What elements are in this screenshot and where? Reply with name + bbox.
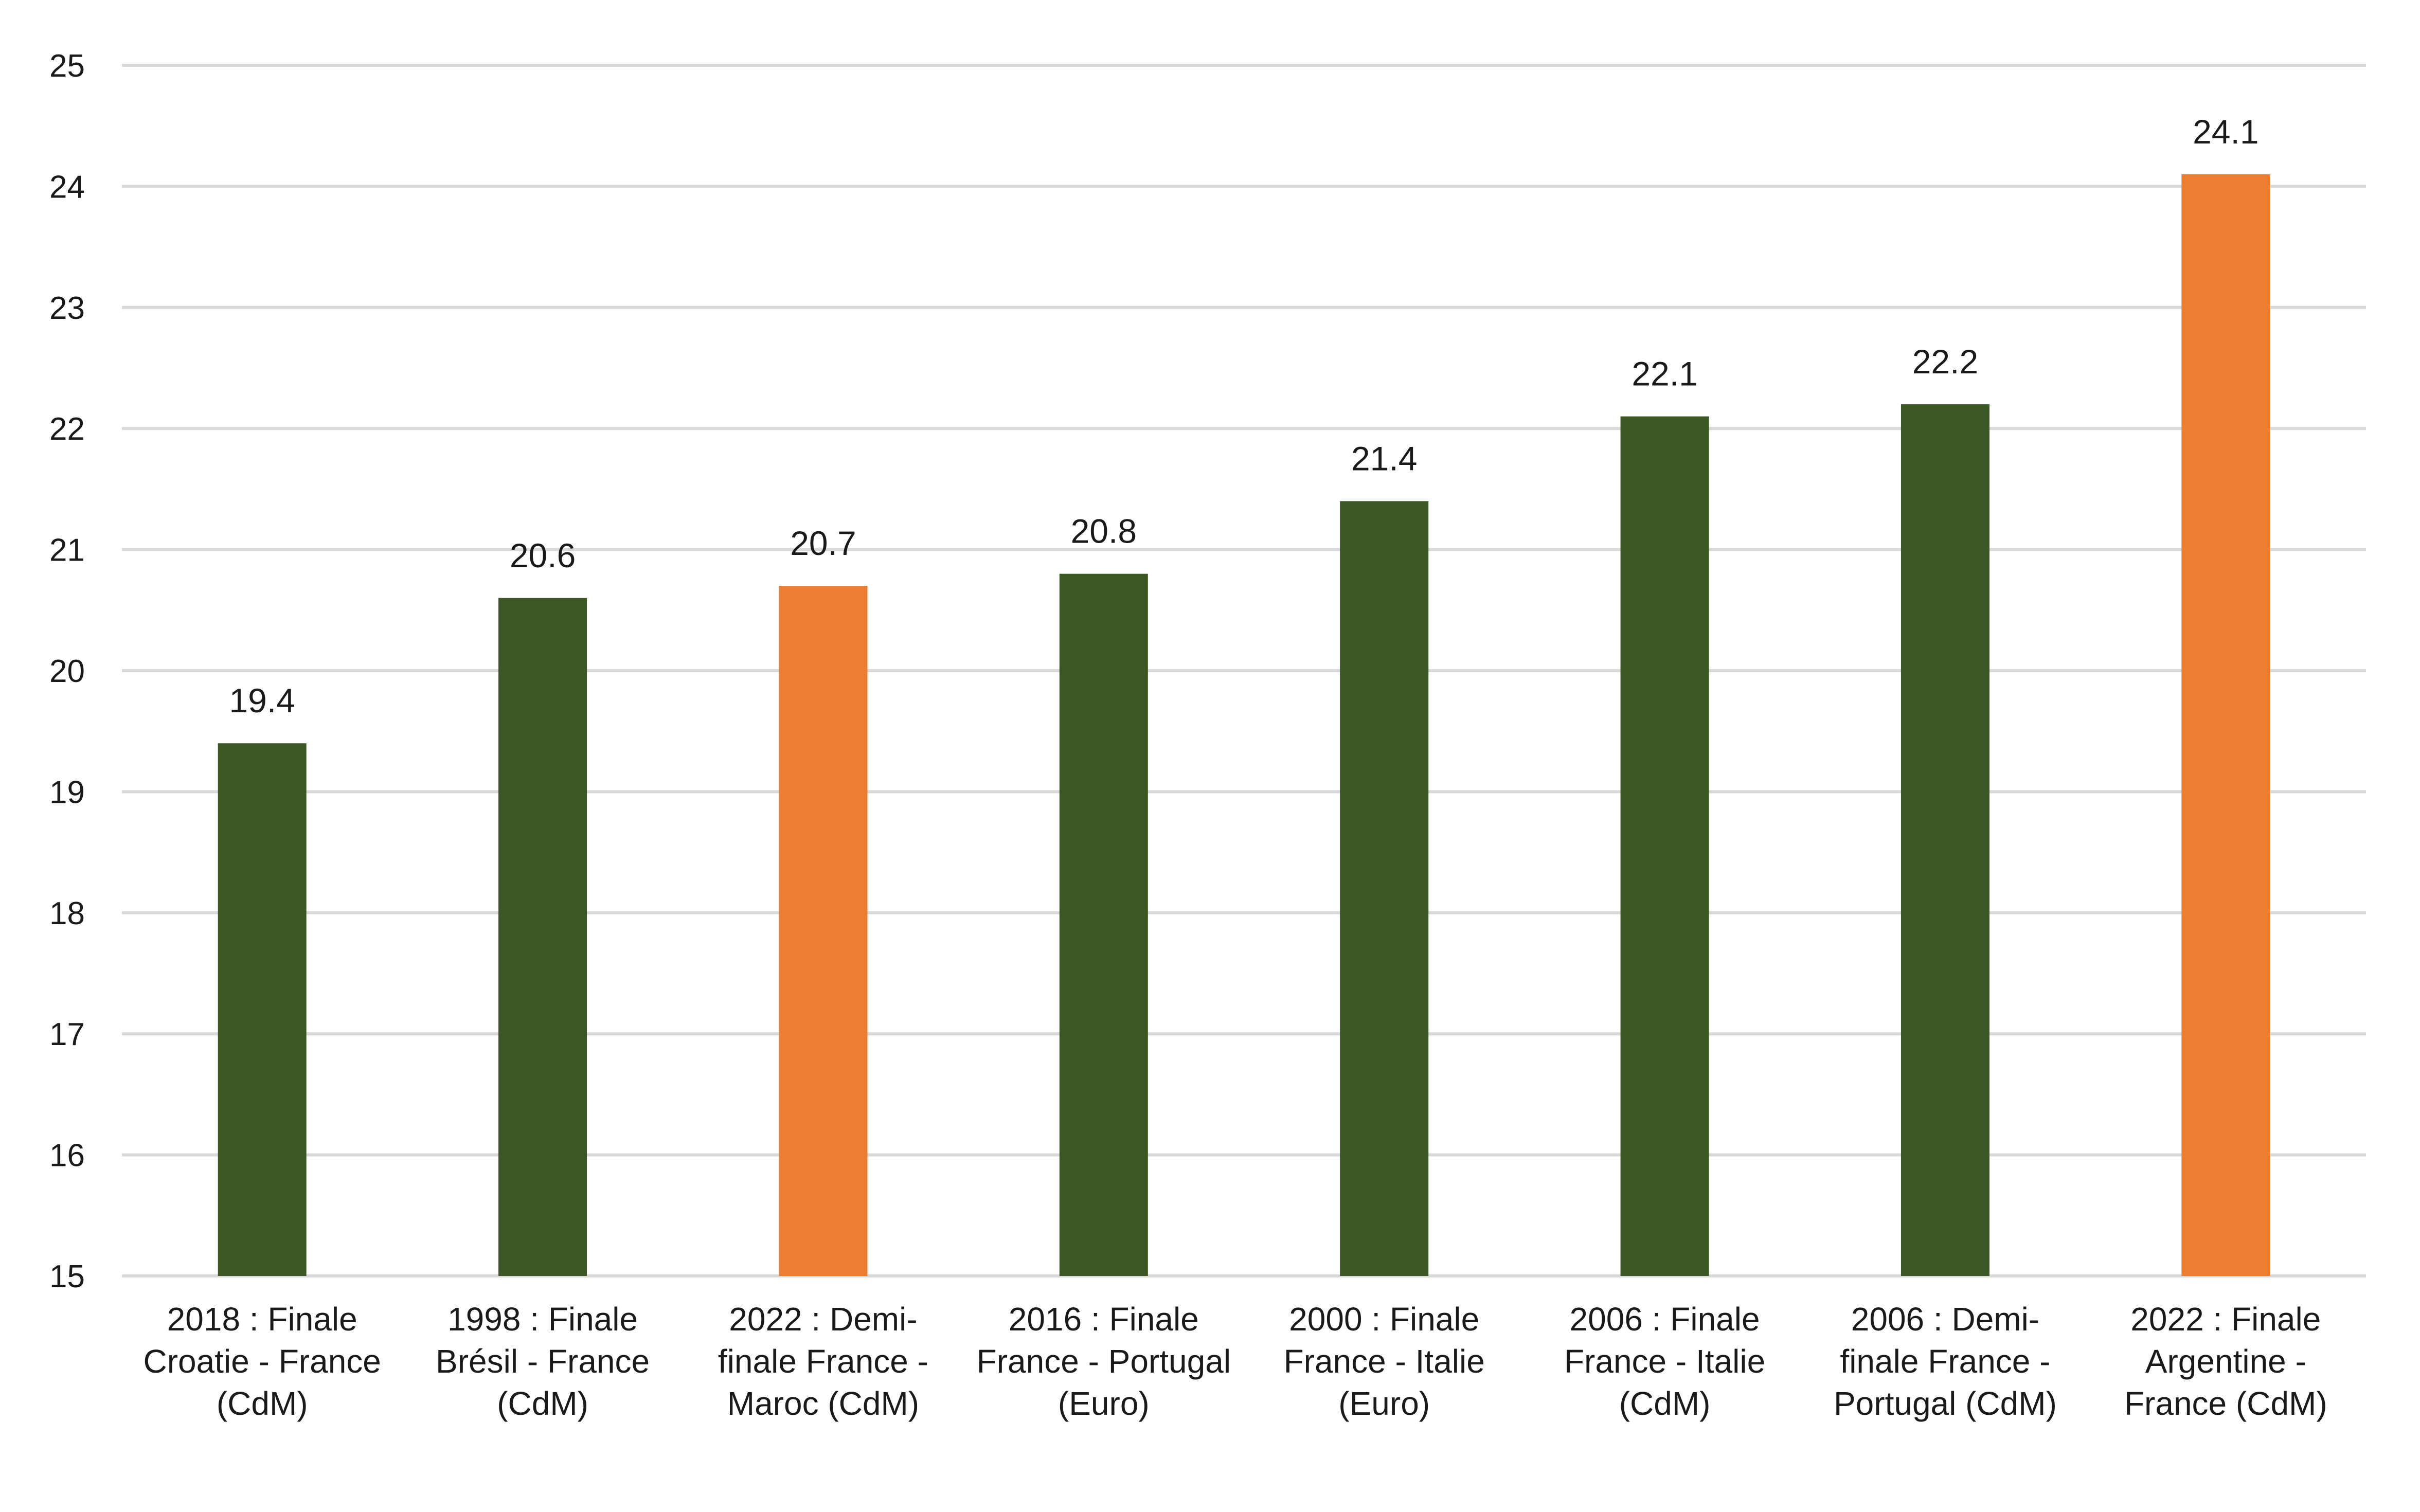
bar: [1620, 416, 1709, 1276]
data-label: 20.6: [510, 536, 576, 574]
data-label: 20.8: [1071, 512, 1137, 550]
x-category-label-line: finale France -: [1840, 1343, 2050, 1380]
x-category-label-line: (CdM): [497, 1385, 588, 1422]
data-labels: 19.4 20.6 20.7 20.8 21.4 22.1 22.2 24.1: [229, 113, 2258, 719]
y-tick-label: 16: [49, 1138, 85, 1174]
data-label: 21.4: [1351, 439, 1417, 477]
data-label: 24.1: [2193, 113, 2258, 151]
x-category-label-line: Portugal (CdM): [1834, 1385, 2057, 1422]
x-category-label: 2016 : Finale France - Portugal (Euro): [977, 1301, 1231, 1422]
x-category-label-line: 2022 : Demi-: [729, 1301, 917, 1338]
x-category-label-line: Croatie - France: [144, 1343, 381, 1380]
x-category-label-line: France - Italie: [1564, 1343, 1765, 1380]
x-category-label-line: 2000 : Finale: [1289, 1301, 1479, 1338]
x-category-label-line: France - Portugal: [977, 1343, 1231, 1380]
x-category-label-line: finale France -: [718, 1343, 928, 1380]
x-category-label-line: (CdM): [1619, 1385, 1711, 1422]
x-category-label: 1998 : Finale Brésil - France (CdM): [436, 1301, 650, 1422]
x-category-label: 2006 : Demi-finale France - Portugal (CdM…: [1834, 1301, 2057, 1422]
x-category-label-line: 2006 : Demi-: [1851, 1301, 2039, 1338]
bar: [218, 743, 307, 1276]
bar: [1340, 501, 1429, 1276]
x-category-label: 2018 : Finale Croatie - France (CdM): [144, 1301, 381, 1422]
data-label: 22.2: [1912, 343, 1978, 381]
bar: [1901, 404, 1989, 1276]
x-category-label: 2006 : Finale France - Italie (CdM): [1564, 1301, 1765, 1422]
y-tick-label: 19: [49, 775, 85, 810]
y-tick-label: 20: [49, 654, 85, 689]
x-category-label-line: 2016 : Finale: [1009, 1301, 1199, 1338]
bar: [2181, 174, 2270, 1276]
bar: [779, 586, 868, 1276]
y-tick-label: 15: [49, 1259, 85, 1294]
x-category-label-line: France (CdM): [2124, 1385, 2327, 1422]
y-tick-label: 24: [49, 169, 85, 205]
data-label: 20.7: [790, 524, 856, 562]
data-label: 19.4: [229, 681, 295, 719]
x-category-label-line: (Euro): [1058, 1385, 1150, 1422]
y-tick-label: 22: [49, 411, 85, 447]
x-category-label-line: Brésil - France: [436, 1343, 650, 1380]
x-category-label: 2022 : Demi-finale France - Maroc (CdM): [718, 1301, 928, 1422]
x-category-label: 2000 : Finale France - Italie (Euro): [1284, 1301, 1485, 1422]
x-category-label-line: 2006 : Finale: [1570, 1301, 1760, 1338]
x-category-label-line: Maroc (CdM): [727, 1385, 919, 1422]
y-tick-label: 23: [49, 291, 85, 326]
x-category-label-line: 2018 : Finale: [167, 1301, 357, 1338]
data-label: 22.1: [1632, 355, 1697, 393]
bar: [1059, 573, 1148, 1276]
y-tick-label: 17: [49, 1017, 85, 1052]
x-category-label-line: (Euro): [1338, 1385, 1430, 1422]
x-category-label-line: 2022 : Finale: [2130, 1301, 2321, 1338]
y-axis-ticks: 15 16 17 18 19 20 21 22 23 24 25: [49, 48, 85, 1294]
y-tick-label: 18: [49, 896, 85, 931]
bar: [498, 598, 587, 1276]
y-tick-label: 25: [49, 48, 85, 84]
x-category-label-line: Argentine -: [2145, 1343, 2306, 1380]
y-tick-label: 21: [49, 533, 85, 568]
gridlines: [122, 64, 2366, 1277]
x-category-label-line: (CdM): [217, 1385, 308, 1422]
bars: [218, 174, 2270, 1276]
x-category-label-line: France - Italie: [1284, 1343, 1485, 1380]
x-category-label-line: 1998 : Finale: [447, 1301, 638, 1338]
x-category-label: 2022 : Finale Argentine - France (CdM): [2124, 1301, 2327, 1422]
